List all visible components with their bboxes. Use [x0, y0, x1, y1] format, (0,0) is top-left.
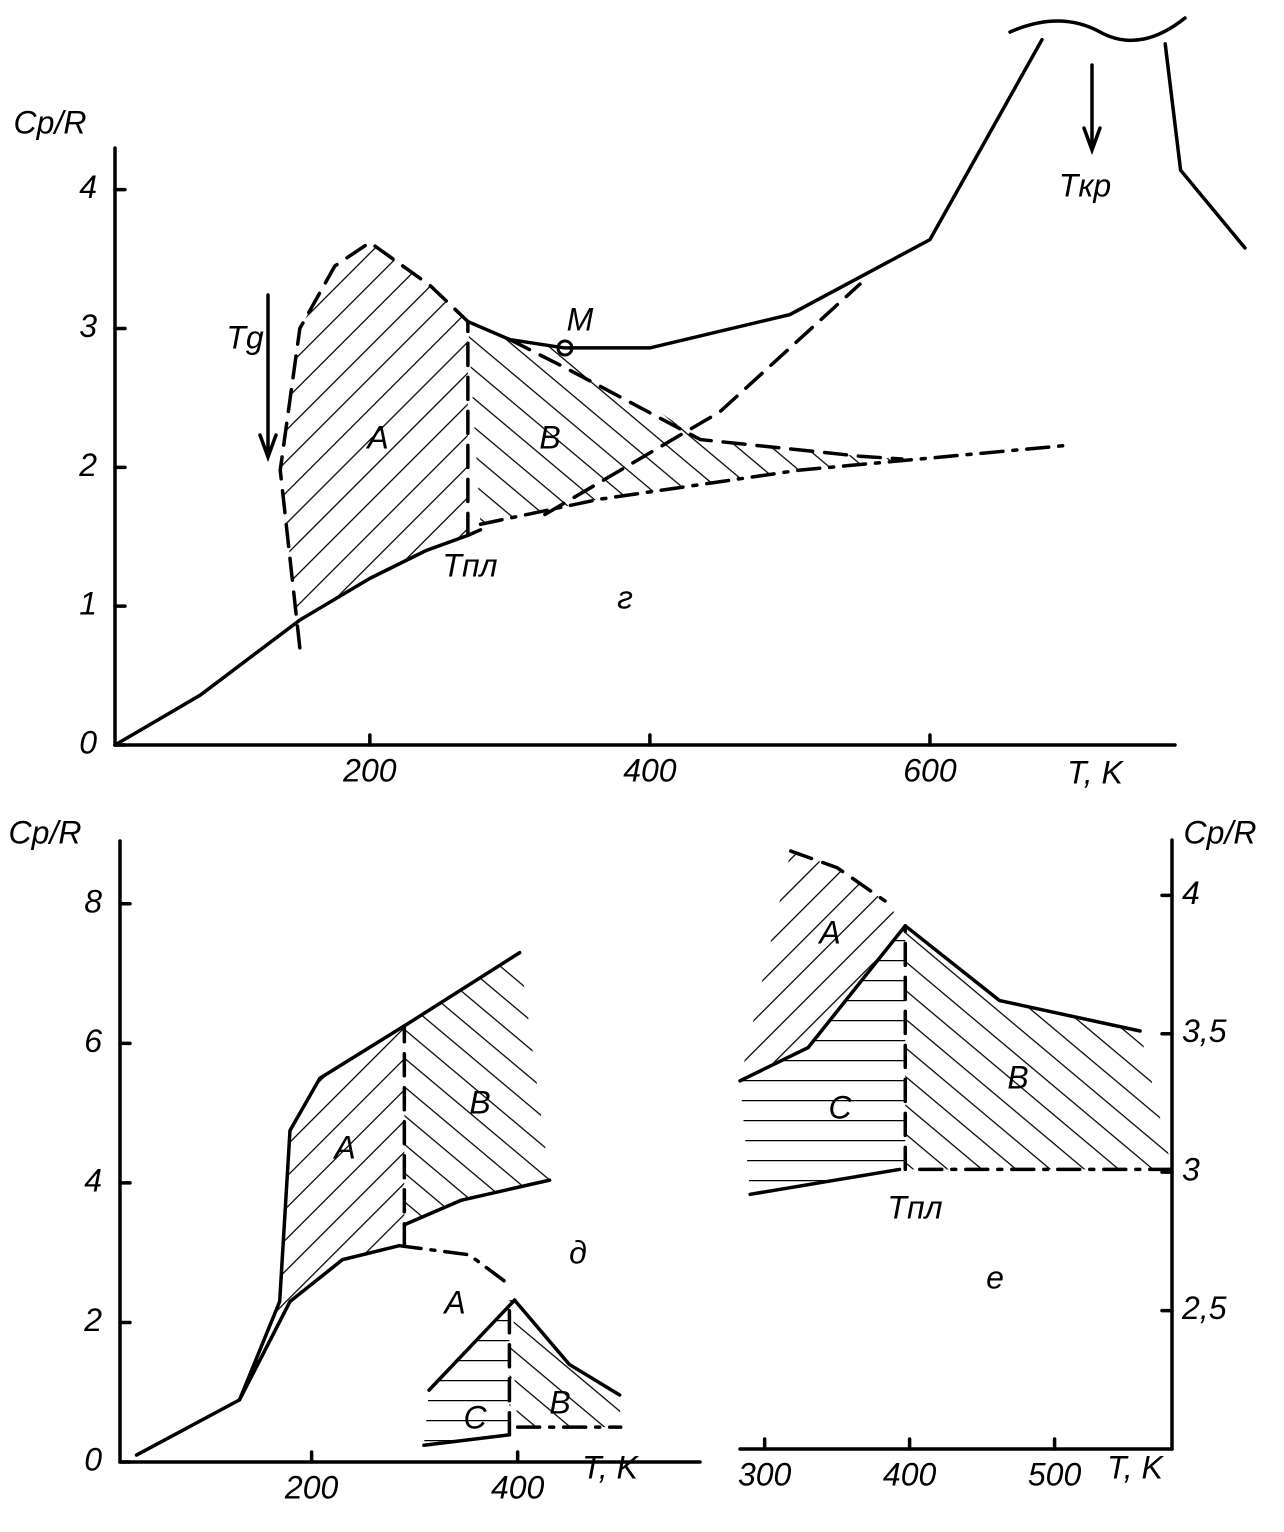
y-axis-label: Cp/R — [9, 814, 82, 850]
annotation: B — [539, 419, 560, 455]
annotation: B — [1007, 1059, 1028, 1095]
annotation: A — [365, 419, 388, 455]
annotation: C — [463, 1399, 487, 1435]
y-tick-label: 4 — [84, 1162, 102, 1198]
y-axis-label: Cp/R — [1184, 814, 1257, 850]
hatch-region — [239, 1025, 405, 1400]
y-tick-label: 3 — [79, 308, 97, 344]
curve — [237, 950, 522, 1402]
annotation: Tпл — [442, 547, 497, 583]
annotation: M — [567, 301, 594, 337]
y-tick-label: 3,5 — [1182, 1013, 1227, 1049]
panel-label: е — [986, 1259, 1004, 1295]
hatch-region — [404, 952, 550, 1225]
y-tick-label: 6 — [84, 1023, 102, 1059]
hatch-region — [509, 1300, 621, 1435]
x-axis-label: T, K — [1107, 1449, 1164, 1485]
y-tick-label: 2 — [83, 1302, 102, 1338]
x-axis-label: T, K — [1067, 754, 1124, 790]
curve — [466, 37, 1044, 350]
curve — [738, 924, 908, 1083]
hatch-region — [905, 925, 1172, 1170]
y-tick-label: 2,5 — [1181, 1290, 1227, 1326]
annotation: Tкр — [1059, 167, 1111, 203]
curve — [788, 849, 887, 903]
y-tick-label: 0 — [79, 724, 97, 760]
curve — [543, 282, 862, 517]
arrow — [258, 293, 278, 463]
y-tick-label: 2 — [78, 447, 97, 483]
curve — [134, 1243, 401, 1457]
x-tick-label: 400 — [491, 1469, 545, 1505]
hatch-region — [740, 851, 906, 1081]
curve — [512, 1298, 622, 1397]
arrow — [1082, 63, 1102, 156]
break-mark — [1008, 16, 1187, 43]
x-tick-label: 400 — [623, 752, 677, 788]
panel-label: г — [617, 579, 633, 615]
y-tick-label: 4 — [79, 169, 97, 205]
y-tick-label: 1 — [79, 586, 97, 622]
hatch-region — [423, 1300, 515, 1446]
curve — [903, 924, 1142, 1033]
annotation: C — [828, 1089, 852, 1125]
panel-label: д — [569, 1234, 587, 1270]
x-axis-label: T, K — [582, 1449, 639, 1485]
annotation: Tпл — [887, 1189, 942, 1225]
y-axis-label: Cp/R — [14, 104, 87, 140]
annotation: A — [817, 914, 840, 950]
y-tick-label: 8 — [84, 883, 102, 919]
x-tick-label: 400 — [883, 1456, 937, 1492]
annotation: B — [469, 1084, 490, 1120]
curve — [1163, 42, 1247, 250]
curve — [478, 443, 1072, 526]
curve — [402, 1178, 552, 1227]
curve — [748, 1167, 902, 1197]
x-tick-label: 300 — [738, 1456, 792, 1492]
hatch-region — [467, 321, 902, 525]
annotation: B — [549, 1384, 570, 1420]
hatch-region — [280, 242, 468, 648]
x-tick-label: 200 — [342, 752, 397, 788]
hatch-region — [740, 925, 906, 1195]
y-tick-label: 4 — [1182, 875, 1200, 911]
x-tick-label: 500 — [1028, 1456, 1082, 1492]
curve — [508, 337, 904, 461]
y-tick-label: 3 — [1182, 1152, 1200, 1188]
x-tick-label: 200 — [284, 1469, 339, 1505]
curve — [427, 1298, 517, 1392]
curve — [422, 1433, 512, 1447]
annotation: Tg — [226, 319, 264, 355]
y-tick-label: 0 — [84, 1441, 102, 1477]
curve — [278, 240, 470, 650]
annotation: A — [332, 1129, 355, 1165]
annotation: A — [442, 1284, 465, 1320]
curve — [397, 1243, 512, 1287]
x-tick-label: 600 — [903, 752, 957, 788]
